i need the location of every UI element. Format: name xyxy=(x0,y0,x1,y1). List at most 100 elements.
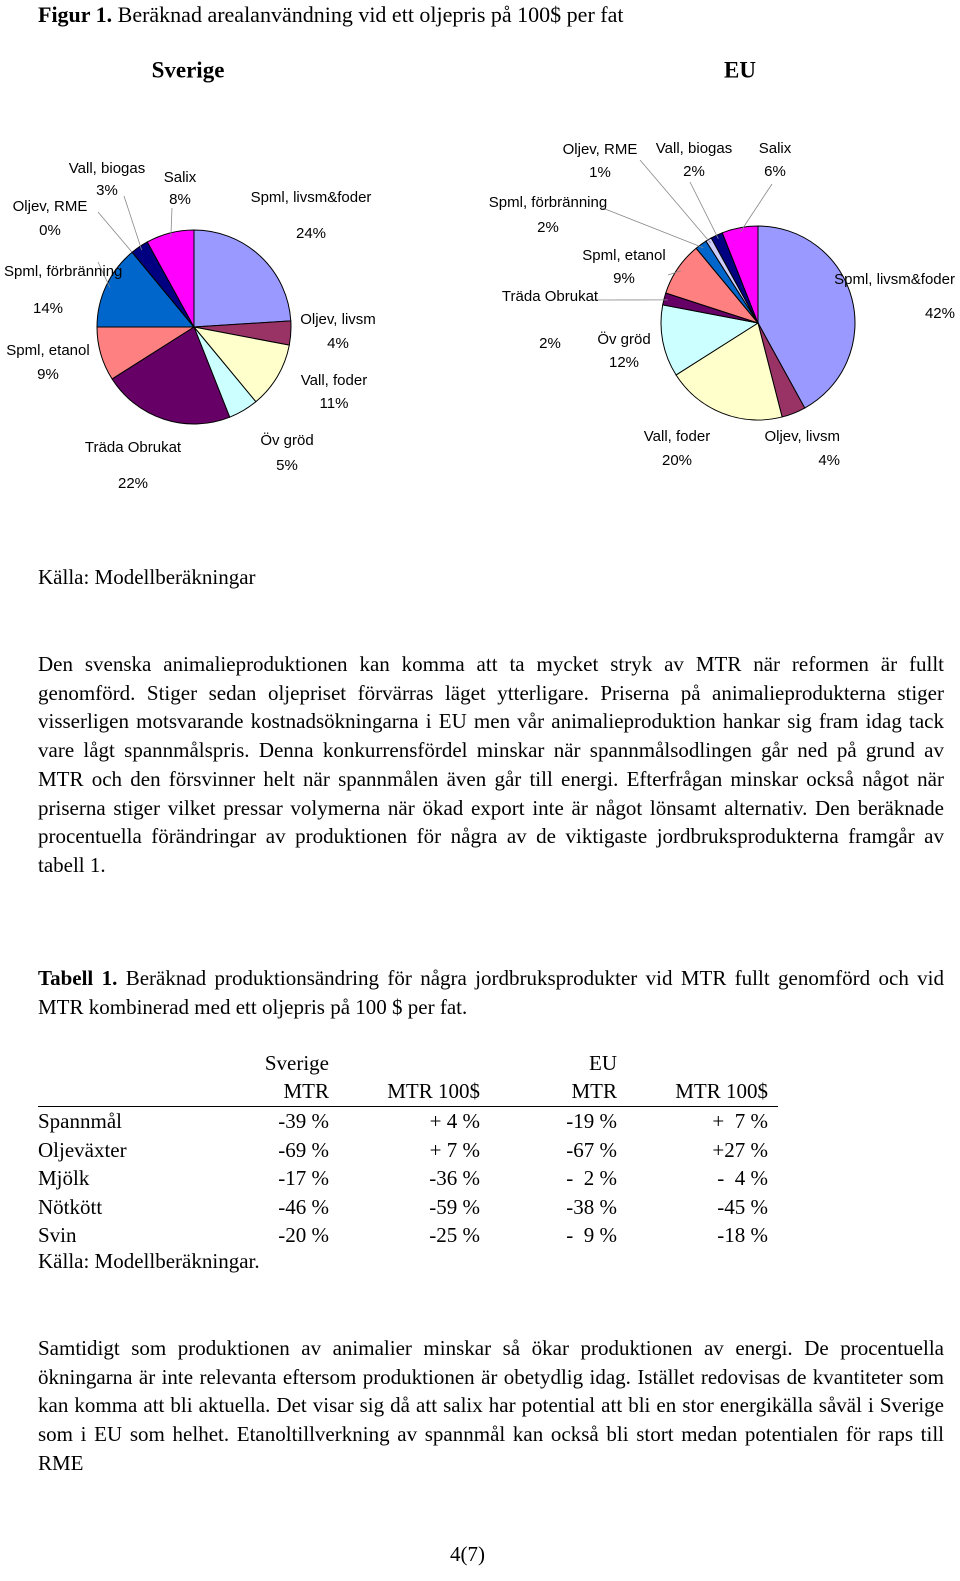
slice-value-label: 0% xyxy=(39,222,61,239)
table-cell: +27 % xyxy=(712,1137,768,1162)
slice-label: Spml, förbränning xyxy=(4,263,122,280)
slice-value-label: 12% xyxy=(609,354,639,371)
slice-label: Oljev, livsm xyxy=(764,428,840,445)
slice-label: Spml, etanol xyxy=(6,342,89,359)
table: Sverige EU MTR MTR 100$ MTR MTR 100$ Span… xyxy=(38,1049,778,1250)
table-cell: - 2 % xyxy=(566,1166,617,1191)
table-source: Källa: Modellberäkningar. xyxy=(38,1249,260,1273)
slice-label: Träda Obrukat xyxy=(502,288,599,305)
slice-value-label: 11% xyxy=(320,395,349,412)
paragraph: Samtidigt som produktionen av animalier … xyxy=(38,1336,944,1475)
table-row: Svin -20 % -25 % - 9 % -18 % xyxy=(38,1222,778,1251)
slice-label: Vall, foder xyxy=(644,428,710,445)
slice-label: Oljev, RME xyxy=(563,141,638,158)
slice-value-label: 2% xyxy=(683,163,705,180)
pie-title: Sverige xyxy=(152,57,225,82)
slice-label: Spml, förbränning xyxy=(489,194,607,211)
pie-slice xyxy=(193,229,292,328)
leader-line xyxy=(123,195,143,251)
page-number: 4(7) xyxy=(450,1542,485,1566)
table-label: Tabell 1. xyxy=(38,966,118,990)
table-group: EU xyxy=(589,1050,617,1075)
slice-label: Spml, livsm&foder xyxy=(251,189,372,206)
table-cell: - 9 % xyxy=(566,1223,617,1248)
leader-line xyxy=(639,159,711,244)
slice-value-label: 5% xyxy=(276,457,298,474)
slice-value-label: 6% xyxy=(764,163,786,180)
figure-caption: Figur 1. Beräknad arealanvändning vid et… xyxy=(38,2,623,28)
table-cell: -45 % xyxy=(717,1194,768,1219)
table-row: Mjölk -17 % -36 % - 2 % - 4 % xyxy=(38,1164,778,1193)
table-cell: -25 % xyxy=(429,1223,480,1248)
slice-label: Öv gröd xyxy=(260,431,313,449)
pie-slice xyxy=(96,251,196,328)
table-caption: Tabell 1. Beräknad produktionsändring fö… xyxy=(38,964,944,1021)
slice-value-label: 3% xyxy=(96,182,118,199)
row-label: Oljeväxter xyxy=(38,1137,127,1162)
slice-value-label: 8% xyxy=(169,191,191,208)
slice-value-label: 4% xyxy=(818,452,840,469)
leader-line xyxy=(599,206,704,249)
pie-slice xyxy=(192,326,290,403)
leader-line xyxy=(97,211,136,256)
table-cell: - 4 % xyxy=(717,1166,768,1191)
slice-value-label: 1% xyxy=(589,164,611,181)
slice-value-label: 9% xyxy=(37,366,59,383)
slice-label: Oljev, RME xyxy=(13,198,88,215)
slice-label: Spml, livsm&foder xyxy=(834,271,955,288)
table-caption-text: Beräknad produktionsändring för några jo… xyxy=(38,966,945,1019)
slice-label: Träda Obrukat xyxy=(85,439,182,456)
table-header-row: MTR MTR 100$ MTR MTR 100$ xyxy=(38,1077,778,1108)
table-header: MTR 100$ xyxy=(329,1077,480,1108)
slice-label: Salix xyxy=(164,169,197,186)
row-label: Svin xyxy=(38,1223,77,1248)
table-row: Spannmål -39 % + 4 % -19 % + 7 % xyxy=(38,1107,778,1136)
slice-value-label: 24% xyxy=(296,225,326,242)
slice-label: Salix xyxy=(759,140,792,157)
figure-source: Källa: Modellberäkningar xyxy=(38,565,256,589)
pie-slice xyxy=(757,225,856,409)
paragraph: Den svenska animalieproduktionen kan kom… xyxy=(38,652,944,877)
slice-value-label: 2% xyxy=(537,219,559,236)
pie-slice xyxy=(111,326,231,425)
table-cell: + 7 % xyxy=(429,1137,480,1162)
slice-value-label: 2% xyxy=(539,335,561,352)
row-label: Mjölk xyxy=(38,1166,90,1191)
row-label: Spannmål xyxy=(38,1108,122,1133)
slice-label: Vall, foder xyxy=(301,372,367,389)
table-cell: -69 % xyxy=(278,1137,329,1162)
table-row: Nötkött -46 % -59 % -38 % -45 % xyxy=(38,1193,778,1222)
table-header: MTR 100$ xyxy=(617,1077,778,1108)
table-cell: -59 % xyxy=(429,1194,480,1219)
table-cell: -46 % xyxy=(278,1194,329,1219)
table-cell: -19 % xyxy=(566,1108,617,1133)
leader-line xyxy=(689,181,719,240)
pie-slice xyxy=(660,304,760,376)
table-header: MTR xyxy=(480,1077,617,1108)
slice-value-label: 42% xyxy=(925,305,955,322)
table-cell: -18 % xyxy=(717,1223,768,1248)
slice-value-label: 22% xyxy=(118,475,148,492)
table-row: Oljeväxter -69 % + 7 % -67 % +27 % xyxy=(38,1136,778,1165)
row-label: Nötkött xyxy=(38,1194,103,1219)
slice-value-label: 14% xyxy=(33,300,63,317)
leader-line xyxy=(97,261,111,288)
slice-value-label: 4% xyxy=(327,335,349,352)
table-group-row: Sverige EU xyxy=(38,1049,778,1078)
pie-title: EU xyxy=(724,57,756,82)
pie-slice xyxy=(146,229,195,328)
slice-label: Oljev, livsm xyxy=(300,311,376,328)
slice-label: Öv gröd xyxy=(597,330,650,348)
charts: Sverige Spml, livsm&foder 24% Oljev, livsm 4… xyxy=(4,57,955,492)
pie-slice xyxy=(675,322,783,421)
table-cell: -38 % xyxy=(566,1194,617,1219)
leader-line xyxy=(170,207,173,237)
slice-label: Spml, etanol xyxy=(582,247,665,264)
table-cell: -67 % xyxy=(566,1137,617,1162)
table-body: Spannmål -39 % + 4 % -19 % + 7 % Oljeväxter -6… xyxy=(38,1107,778,1250)
figure-title: Beräknad arealanvändning vid ett oljepri… xyxy=(117,2,624,27)
slice-value-label: 20% xyxy=(662,452,692,469)
table-group: Sverige xyxy=(264,1050,329,1075)
leader-line xyxy=(740,183,773,232)
